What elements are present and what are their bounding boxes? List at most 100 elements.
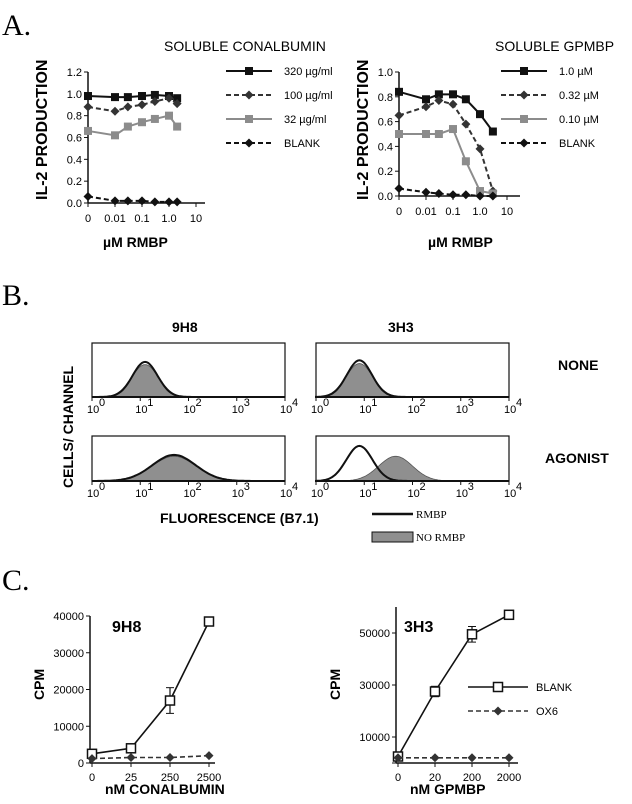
data-point: [126, 752, 136, 762]
chart-c-left-title: 9H8: [112, 619, 141, 636]
chart-b-row-label-none: NONE: [558, 357, 598, 373]
y-tick-label: 30000: [359, 680, 390, 692]
chart-a-right-ylabel: IL-2 PRODUCTION: [355, 60, 372, 200]
data-point: [173, 94, 182, 103]
data-point: [503, 609, 515, 621]
chart-c-right-ylabel: CPM: [327, 669, 343, 700]
y-tick-label: 0.4: [378, 141, 393, 153]
x-tick-label: 10: [135, 488, 147, 500]
data-point: [172, 99, 182, 109]
data-point: [172, 197, 182, 207]
y-tick-label: 0.2: [67, 176, 82, 188]
series-line-0: [91, 621, 210, 755]
x-tick-label: 0: [395, 772, 401, 784]
x-tick-label: 10: [504, 488, 516, 500]
chart-a-right-xlabel: µM RMBP: [428, 234, 493, 250]
x-tick-label: 20: [429, 772, 441, 784]
legend-no-rmbp-swatch: [371, 531, 414, 543]
x-tick-exponent: 2: [196, 481, 202, 493]
data-point: [123, 122, 132, 131]
x-tick-label: 10: [408, 488, 420, 500]
x-tick-label: 10: [311, 488, 323, 500]
chart-c-right-title: 3H3: [404, 619, 433, 636]
y-tick-label: 0.6: [378, 117, 393, 129]
y-tick-label: 10000: [53, 721, 84, 733]
y-tick-label: 1.2: [67, 67, 82, 79]
x-tick-label: 250: [161, 772, 179, 784]
data-point: [434, 96, 444, 106]
data-point: [430, 753, 440, 763]
x-tick-label: 0: [89, 772, 95, 784]
chart-b-col-title-3h3: 3H3: [388, 319, 414, 335]
data-point: [123, 93, 132, 102]
x-tick-exponent: 0: [99, 397, 105, 409]
x-tick-exponent: 1: [147, 397, 153, 409]
data-point: [150, 96, 160, 106]
legend-marker: [519, 138, 529, 148]
data-point: [422, 95, 430, 104]
histogram-rmbp-0: [92, 360, 285, 398]
legend-label: BLANK: [559, 138, 596, 150]
data-point: [475, 191, 485, 201]
data-point: [434, 130, 443, 138]
x-tick-label: 200: [463, 772, 481, 784]
legend-marker: [245, 115, 253, 123]
data-point: [83, 191, 93, 201]
chart-c-left-xlabel: nM CONALBUMIN: [105, 781, 225, 797]
data-point: [429, 686, 441, 697]
x-tick-label: 10: [135, 404, 147, 416]
legend-label: OX6: [536, 706, 558, 718]
chart-c-left: 9H8 CPM nM CONALBUMIN 0 10000 20000 30000 40…: [31, 611, 225, 797]
y-tick-label: 0: [78, 758, 84, 770]
chart-b: CELLS/ CHANNEL 9H8 3H3 NONE AGONIST FLUO…: [60, 319, 609, 544]
data-point: [421, 187, 431, 197]
data-point: [449, 125, 457, 134]
histogram-rmbp-2: [92, 453, 285, 482]
x-tick-exponent: 4: [292, 481, 298, 493]
legend-label: 320 µg/ml: [284, 66, 333, 78]
x-tick-exponent: 4: [516, 481, 522, 493]
data-point: [84, 92, 92, 101]
chart-b-col-title-9h8: 9H8: [172, 319, 198, 335]
data-point: [138, 92, 146, 101]
legend-label: BLANK: [536, 682, 573, 694]
x-tick-label: 0.01: [104, 213, 125, 225]
x-tick-label: 0.1: [134, 213, 149, 225]
data-point: [393, 753, 403, 763]
data-point: [394, 110, 404, 120]
data-point: [203, 616, 215, 627]
series-line-3: [87, 195, 178, 203]
chart-c-right: 3H3 CPM nM GPMBP 10000 30000 50000 0 20 200 20…: [327, 607, 573, 797]
series-line-1: [87, 97, 178, 113]
x-tick-label: 10: [456, 404, 468, 416]
x-tick-label: 0.1: [445, 206, 460, 218]
y-tick-label: 10000: [359, 732, 390, 744]
data-point: [421, 102, 431, 112]
y-tick-label: 0.8: [378, 92, 393, 104]
legend-marker: [244, 90, 254, 100]
legend-label: 1.0 µM: [559, 66, 593, 78]
data-point: [164, 197, 174, 207]
x-tick-exponent: 0: [323, 397, 329, 409]
legend-label: BLANK: [284, 138, 321, 150]
chart-a-left: SOLUBLE CONALBUMIN IL-2 PRODUCTION µM RM…: [34, 38, 333, 250]
data-point: [461, 119, 471, 129]
x-tick-exponent: 0: [99, 481, 105, 493]
y-tick-label: 0.2: [378, 166, 393, 178]
data-point: [504, 753, 514, 763]
legend-label: 32 µg/ml: [284, 114, 326, 126]
x-tick-label: 10: [359, 488, 371, 500]
data-point: [476, 187, 484, 196]
x-tick-exponent: 3: [244, 481, 250, 493]
chart-b-row-label-agonist: AGONIST: [545, 450, 609, 466]
series-line-2: [399, 127, 494, 195]
x-tick-label: 10: [456, 488, 468, 500]
data-point: [488, 191, 498, 201]
x-tick-label: 10: [87, 488, 99, 500]
x-tick-label: 10: [408, 404, 420, 416]
legend-label: 0.32 µM: [559, 90, 599, 102]
data-point: [448, 99, 458, 109]
legend-marker: [520, 67, 528, 75]
data-point: [165, 752, 175, 762]
